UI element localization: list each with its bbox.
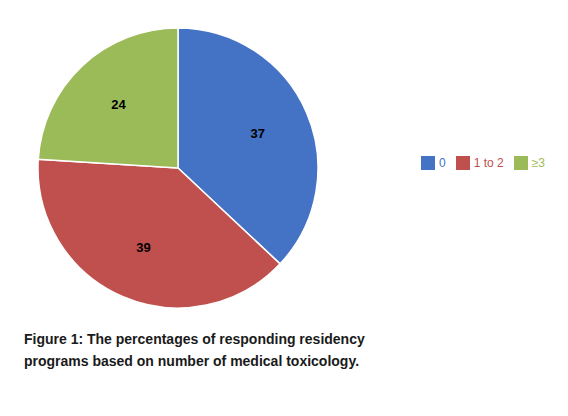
html-text:0: 0	[439, 155, 446, 170]
html-text:1 to 2: 1 to 2	[473, 155, 504, 170]
html-text:programs based on number of me: programs based on number of medical toxi…	[24, 353, 359, 369]
html-text:Figure 1: The percentages of r: Figure 1: The percentages of responding …	[24, 331, 365, 347]
svg-text:24: 24	[111, 97, 126, 112]
svg-text:37: 37	[250, 126, 264, 141]
svg-text:39: 39	[136, 240, 150, 255]
html-text:≥3: ≥3	[531, 155, 545, 170]
